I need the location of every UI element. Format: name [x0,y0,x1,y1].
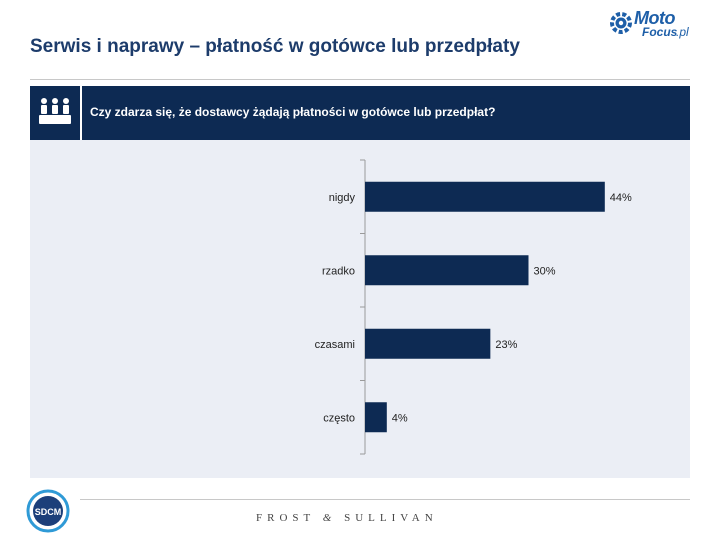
brand-frost: FROST [256,512,316,524]
header-divider [30,79,690,80]
logo-domain-text: .pl [676,25,689,39]
bar-chart: nigdy 44% rzadko 30% czasami 23% często 4% [315,159,632,455]
brand-ampersand: & [322,512,337,524]
question-band: Czy zdarza się, że dostawcy żądają płatn… [30,86,690,140]
question-icon-box [30,86,82,140]
chart-panel: Czy zdarza się, że dostawcy żądają płatn… [30,86,690,478]
value-label: 23% [495,339,517,351]
motofocus-logo: Moto Focus .pl [610,8,710,44]
survey-question: Czy zdarza się, że dostawcy żądają płatn… [90,105,496,119]
frost-sullivan-brand: FROST & SULLIVAN [256,512,438,524]
category-label: nigdy [329,192,356,204]
bar-0 [365,181,605,212]
logo-moto-text: Moto [634,8,675,28]
bar-1 [365,255,529,286]
value-label: 44% [610,192,632,204]
bar-2 [365,328,491,359]
sdcm-logo-text: SDCM [35,507,62,517]
value-label: 30% [534,265,556,277]
value-label: 4% [392,412,408,424]
sdcm-logo: SDCM [26,489,70,533]
bar-3 [365,402,387,433]
audience-icon [39,98,71,124]
category-label: często [323,412,355,424]
category-label: rzadko [322,265,355,277]
category-label: czasami [315,339,355,351]
gear-icon [610,12,632,34]
page-title: Serwis i naprawy – płatność w gotówce lu… [30,36,520,57]
footer-divider [80,499,690,500]
logo-focus-text: Focus [642,25,678,39]
brand-sullivan: SULLIVAN [344,512,438,524]
